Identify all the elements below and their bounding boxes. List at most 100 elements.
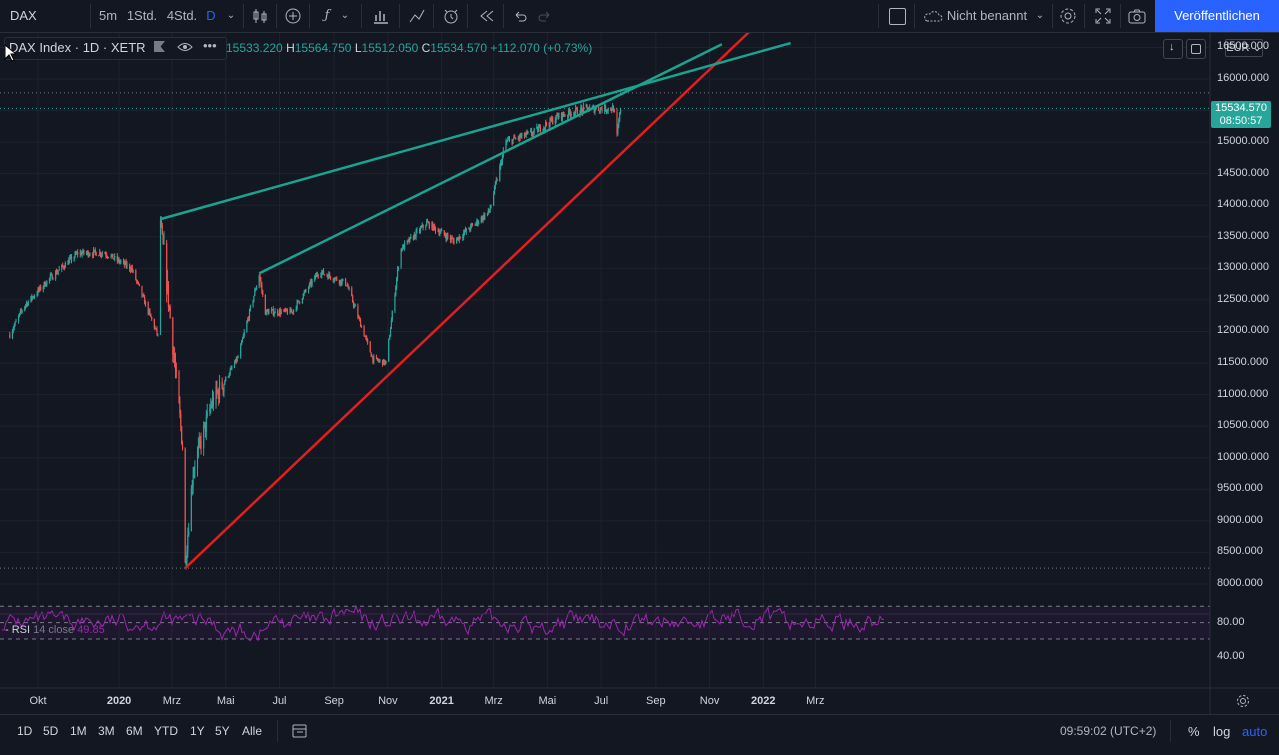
interval-1h[interactable]: 1Std. [126, 8, 158, 23]
candle-body [252, 300, 254, 307]
price-label: 14000.000 [1217, 198, 1269, 211]
candle-body [538, 125, 541, 128]
chevron-down-icon[interactable]: ⌄ [1035, 10, 1045, 21]
range-1y[interactable]: 1Y [190, 724, 205, 738]
candle-body [14, 322, 16, 326]
function-icon[interactable]: ƒ [324, 8, 330, 23]
interval-4h[interactable]: 4Std. [166, 8, 198, 23]
candle-body [501, 155, 504, 164]
cloud-icon[interactable] [921, 6, 945, 26]
fullscreen-icon[interactable] [1093, 6, 1113, 26]
compare-icon[interactable] [407, 6, 427, 26]
bar-chart-icon[interactable] [371, 6, 391, 26]
symbol-search[interactable]: DAX [10, 8, 37, 23]
candle-body [18, 313, 21, 316]
candle-body [358, 317, 360, 319]
goto-date-icon[interactable] [291, 723, 309, 739]
trendlines[interactable] [160, 33, 791, 570]
interval-5m[interactable]: 5m [98, 8, 118, 23]
candle-body [426, 221, 429, 223]
rsi-params: 14 close [33, 624, 75, 636]
more-icon[interactable]: ••• [203, 38, 217, 53]
candle-body [488, 209, 490, 212]
candle-body [185, 562, 187, 564]
candle-body [62, 266, 65, 268]
candle-body [143, 294, 145, 297]
camera-icon[interactable] [1127, 6, 1147, 26]
chevron-down-icon[interactable]: ⌄ [226, 10, 236, 21]
undo-icon[interactable] [510, 6, 530, 26]
time-label: Sep [645, 695, 666, 707]
candle-body [138, 283, 140, 286]
candle-body [144, 296, 146, 305]
candle-body [58, 268, 60, 271]
candle-body [48, 278, 51, 281]
range-ytd[interactable]: YTD [154, 724, 178, 738]
reset-zoom-button[interactable] [1186, 39, 1206, 59]
candle-body [117, 258, 119, 261]
alert-clock-icon[interactable] [441, 6, 461, 26]
candle-body [598, 110, 600, 112]
redo-icon[interactable] [535, 6, 555, 26]
candle-type-icon[interactable] [250, 6, 270, 26]
range-alle[interactable]: Alle [242, 724, 263, 738]
candle-body [569, 112, 571, 117]
replay-icon[interactable] [476, 6, 496, 26]
candle-body [530, 130, 533, 135]
symbol-title[interactable]: DAX Index · 1D · XETR [9, 40, 146, 55]
candle-body [116, 255, 118, 261]
log-toggle[interactable]: log [1213, 724, 1231, 739]
layout-name[interactable]: Nicht benannt [946, 8, 1028, 23]
range-1m[interactable]: 1M [70, 724, 87, 738]
trendline-support[interactable] [184, 33, 753, 570]
gear-icon[interactable] [1058, 6, 1078, 26]
candle-body [40, 286, 42, 290]
trendline-resistance-2[interactable] [258, 43, 723, 275]
toolbar-divider [90, 4, 91, 28]
candle-body [427, 222, 430, 224]
range-1d[interactable]: 1D [17, 724, 33, 738]
candle-body [585, 105, 587, 107]
range-5d[interactable]: 5D [43, 724, 59, 738]
add-indicator-icon[interactable] [283, 6, 303, 26]
time-label: Mai [216, 695, 235, 707]
percent-toggle[interactable]: % [1188, 724, 1200, 739]
flag-icon[interactable] [154, 41, 165, 52]
candle-body [453, 240, 455, 244]
candle-body [431, 223, 433, 229]
clock[interactable]: 09:59:02 (UTC+2) [1060, 724, 1157, 738]
candle-body [289, 308, 291, 314]
scroll-down-button[interactable]: ↓ [1163, 39, 1183, 59]
candle-body [366, 337, 368, 340]
candle-body [403, 245, 405, 249]
candle-body [568, 109, 571, 113]
chevron-down-icon[interactable]: ⌄ [340, 10, 350, 21]
candle-body [285, 308, 287, 311]
candle-body [196, 451, 199, 469]
candle-body [11, 331, 14, 338]
chart-canvas[interactable] [0, 33, 1279, 714]
range-6m[interactable]: 6M [126, 724, 143, 738]
currency-select[interactable]: EUR ⌄ [1225, 39, 1263, 57]
candle-body [320, 275, 322, 277]
candle-body [105, 253, 107, 256]
time-label: Mai [538, 695, 557, 707]
candle-body [476, 220, 478, 223]
candle-body [204, 422, 207, 432]
interval-1d[interactable]: D [206, 8, 216, 23]
eye-icon[interactable] [177, 41, 193, 53]
fullscreen-box-icon[interactable] [889, 8, 906, 25]
settings-icon[interactable] [1235, 693, 1251, 709]
rsi-legend[interactable]: - RSI 14 close 49.85 [5, 624, 105, 636]
candle-body [610, 107, 612, 110]
trendline-resistance-1[interactable] [160, 41, 791, 221]
range-3m[interactable]: 3M [98, 724, 115, 738]
range-5y[interactable]: 5Y [215, 724, 230, 738]
publish-button[interactable]: Veröffentlichen [1155, 0, 1279, 32]
bottom-toolbar [0, 714, 1279, 755]
candle-body [38, 288, 40, 291]
candle-body [563, 115, 565, 117]
candle-body [548, 124, 550, 126]
candle-body [490, 205, 492, 209]
auto-toggle[interactable]: auto [1242, 724, 1268, 739]
